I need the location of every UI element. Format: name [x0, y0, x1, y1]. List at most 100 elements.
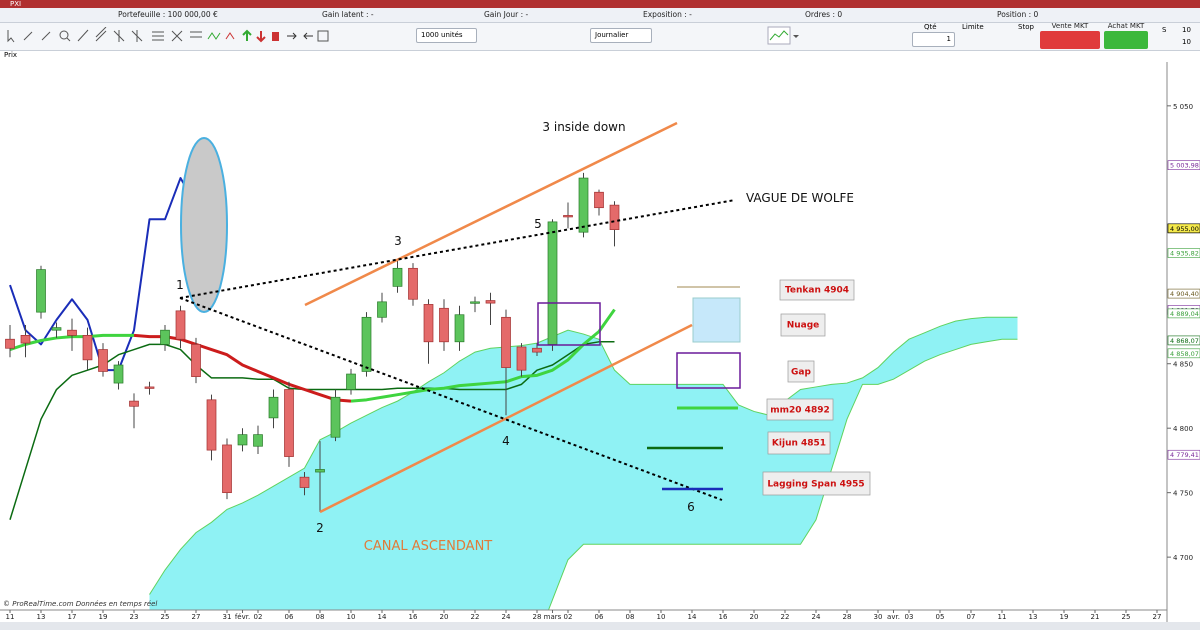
stop-label: Stop — [1018, 23, 1034, 31]
x-tick-label: 20 — [440, 613, 449, 621]
candle-body — [5, 338, 15, 349]
candle-body — [129, 400, 139, 407]
symbol: PXI — [10, 0, 22, 8]
candle-body — [82, 335, 93, 361]
candle-body — [594, 191, 604, 209]
toolbar: 1000 unités Journalier Qté 1 Limite Stop… — [0, 22, 1200, 51]
x-tick-label: 31 — [223, 613, 232, 621]
sell-label: Vente MKT — [1051, 22, 1089, 30]
buy-button[interactable]: Achat MKT — [1104, 22, 1148, 49]
chart-header: Prix — [0, 51, 1200, 62]
price-tag — [1167, 288, 1200, 299]
account-bar: Portefeuille : 100 000,00 € Gain latent … — [0, 8, 1200, 23]
x-tick-label: 07 — [967, 613, 976, 621]
point-label: 6 — [687, 500, 695, 514]
x-tick-label: 10 — [657, 613, 666, 621]
price-tag-label: 4 955,00 — [1170, 225, 1199, 233]
exposure: Exposition : - — [643, 10, 692, 19]
footer: © ProRealTime.com Données en temps réel — [3, 600, 157, 608]
x-tick-label: 08 — [316, 613, 325, 621]
drawing-tools[interactable] — [4, 27, 334, 45]
x-tick-label: 30 — [874, 613, 883, 621]
chart-label: Prix — [4, 51, 18, 59]
channel-label: CANAL ASCENDANT — [364, 539, 493, 554]
x-tick-label: 27 — [1153, 613, 1162, 621]
candle-body — [222, 444, 232, 494]
scrollbar[interactable] — [0, 622, 1200, 630]
point-label: 2 — [316, 521, 324, 535]
candle-body — [284, 389, 294, 457]
candle-body — [51, 327, 62, 331]
x-tick-label: 10 — [347, 613, 356, 621]
price-tag — [1167, 160, 1200, 170]
price-tag-label: 4 889,04 — [1170, 310, 1199, 318]
field-1[interactable]: 10 — [1182, 26, 1191, 34]
x-tick-label: 28 — [843, 613, 852, 621]
gap-box — [537, 302, 601, 346]
candle-body — [516, 346, 527, 371]
x-tick-label: 02 — [564, 613, 573, 621]
price-tag-label: 4 779,41 — [1170, 451, 1199, 459]
y-tick-label: 5 050 — [1173, 103, 1193, 111]
x-tick-label: avr. — [887, 613, 900, 621]
x-tick-label: 06 — [285, 613, 294, 621]
candle-body — [299, 476, 310, 488]
tenkan-label: Tenkan 4904 — [785, 286, 849, 296]
candle-body — [361, 316, 372, 372]
price-tag — [1167, 248, 1200, 258]
price-tag-label: 4 858,07 — [1170, 350, 1199, 358]
chart-type-button[interactable] — [767, 26, 799, 46]
point-label: 1 — [176, 278, 184, 292]
label-box — [779, 279, 855, 301]
price-tag — [1167, 308, 1200, 319]
x-tick-label: 14 — [688, 613, 697, 621]
cloud-upper — [149, 316, 1018, 595]
sell-button[interactable]: Vente MKT — [1040, 22, 1100, 49]
price-chart: Tenkan 4904 Nuage Gap mm20 4892 Kijun 48… — [0, 62, 1200, 630]
candle-body — [423, 304, 434, 343]
qty-input[interactable]: 1 — [912, 32, 955, 47]
pattern-title: 3 inside down — [542, 120, 625, 134]
point-label: 5 — [534, 217, 542, 231]
candle-body — [346, 373, 356, 390]
x-tick-label: 20 — [750, 613, 759, 621]
candle-body — [206, 399, 217, 451]
candle-body — [191, 344, 201, 377]
position: Position : 0 — [997, 10, 1039, 19]
x-tick-label: mars — [544, 613, 562, 621]
s-label: S — [1162, 26, 1167, 34]
label-box — [767, 431, 831, 455]
daily-gain: Gain Jour : - — [484, 10, 529, 19]
candle-body — [392, 267, 403, 287]
y-tick-label: 4 850 — [1173, 361, 1193, 369]
x-tick-label: 17 — [68, 613, 77, 621]
point-label: 4 — [502, 434, 510, 448]
unrealized-gain: Gain latent : - — [322, 10, 374, 19]
price-tag — [1167, 449, 1200, 460]
candle-body — [547, 221, 558, 345]
x-tick-label: 24 — [502, 613, 511, 621]
candle-body — [485, 300, 496, 304]
price-tag-label: 5 003,98 — [1170, 162, 1199, 170]
candle-body — [408, 267, 418, 300]
lagging-label: Lagging Span 4955 — [767, 480, 864, 490]
period-select[interactable]: Journalier — [590, 28, 652, 43]
units-select[interactable]: 1000 unités — [416, 28, 477, 43]
label-box — [766, 398, 834, 421]
x-tick-label: 11 — [998, 613, 1007, 621]
price-tag — [1167, 223, 1200, 234]
x-tick-label: 23 — [130, 613, 139, 621]
candle-body — [609, 204, 620, 230]
field-2[interactable]: 10 — [1182, 38, 1191, 46]
x-tick-label: 25 — [161, 613, 170, 621]
cloud-lower — [547, 338, 1018, 610]
gap-key — [676, 352, 741, 389]
candle-body — [144, 386, 155, 389]
x-tick-label: 06 — [595, 613, 604, 621]
candle-body — [98, 349, 108, 372]
indicator-line — [133, 333, 352, 403]
candle-body — [253, 434, 263, 447]
candle-body — [160, 329, 170, 345]
label-box — [762, 471, 871, 496]
